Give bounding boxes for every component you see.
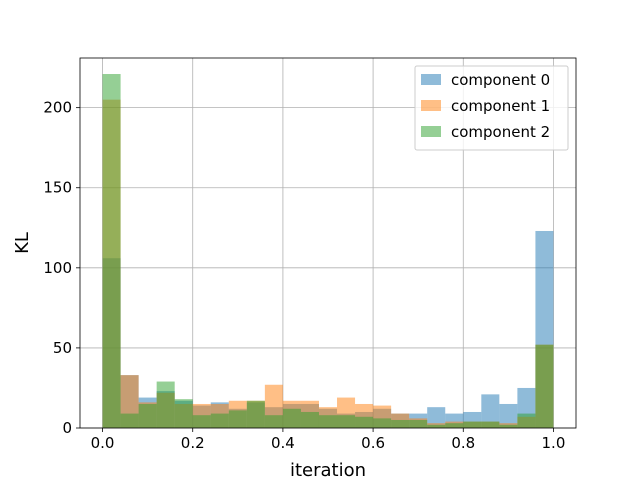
histogram-bar (282, 408, 301, 428)
histogram-bar (481, 421, 500, 428)
histogram-bar (355, 416, 374, 428)
histogram-bar (318, 415, 338, 428)
series-2-bars (102, 74, 554, 428)
histogram-bar (337, 415, 356, 428)
histogram-bar (391, 419, 410, 428)
histogram-bar (174, 399, 193, 428)
histogram-bar (427, 424, 446, 428)
y-axis-label: KL (12, 232, 33, 254)
histogram-bar (102, 74, 121, 428)
histogram-bar (535, 344, 554, 428)
y-tick-label: 100 (43, 259, 72, 277)
x-tick-label: 0.8 (451, 434, 475, 452)
y-axis-ticks: 0 50 100 150 200 (43, 99, 80, 437)
histogram-bar (192, 415, 211, 428)
legend-label: component 1 (451, 97, 550, 115)
legend: component 0 component 1 component 2 (414, 65, 569, 151)
histogram-bar (210, 413, 229, 428)
histogram-bar (427, 407, 446, 428)
histogram-bar (246, 400, 265, 428)
histogram-bar (373, 418, 392, 428)
histogram-bar (463, 421, 482, 428)
legend-label: component 2 (451, 123, 550, 141)
x-axis-label: iteration (290, 460, 366, 480)
histogram-bar (409, 419, 428, 428)
histogram-bar (138, 403, 157, 428)
legend-swatch (421, 126, 441, 137)
y-tick-label: 200 (43, 99, 72, 117)
y-tick-label: 150 (43, 179, 72, 197)
y-tick-label: 0 (62, 419, 72, 437)
histogram-bar (499, 403, 518, 428)
x-tick-label: 1.0 (542, 434, 566, 452)
x-axis-ticks: 0.0 0.2 0.4 0.6 0.8 1.0 (91, 428, 566, 452)
histogram-bar (499, 424, 518, 428)
histogram-bar (120, 413, 139, 428)
histogram-bar (517, 413, 536, 428)
histogram-bar (481, 394, 500, 428)
histogram-bar (445, 423, 464, 428)
legend-swatch (421, 100, 441, 111)
x-tick-label: 0.0 (91, 434, 115, 452)
histogram-bar (264, 415, 283, 428)
legend-box (414, 65, 569, 151)
x-tick-label: 0.4 (271, 434, 295, 452)
x-tick-label: 0.6 (361, 434, 385, 452)
legend-label: component 0 (451, 71, 550, 89)
plot-area-frame (79, 57, 577, 429)
histogram-bar (156, 381, 175, 428)
histogram-bar (300, 411, 319, 428)
histogram-bars (102, 74, 554, 428)
histogram-bar (228, 410, 247, 428)
legend-swatch (421, 74, 441, 85)
x-tick-label: 0.2 (181, 434, 205, 452)
y-tick-label: 50 (53, 339, 72, 357)
